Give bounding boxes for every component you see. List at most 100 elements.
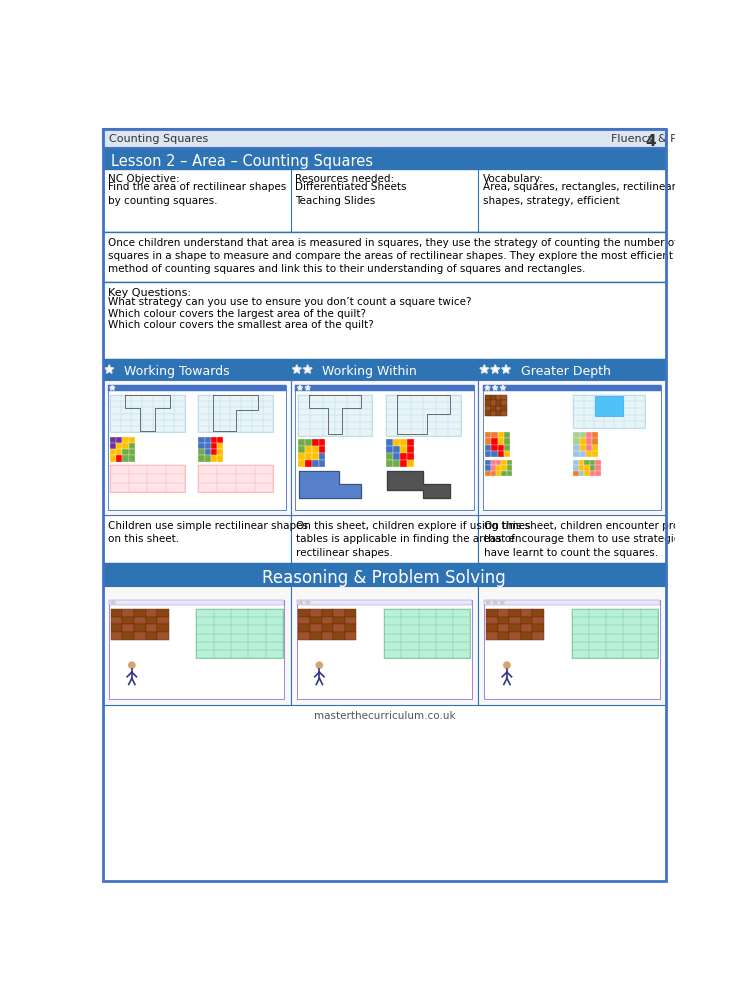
Bar [290,515,478,563]
Bar [298,446,304,453]
Bar [532,609,544,617]
Bar [310,632,322,640]
Bar [304,439,311,446]
Bar [485,406,490,411]
Bar [532,624,544,632]
Bar [322,617,333,624]
Bar [509,624,520,632]
Bar [211,455,217,462]
Bar [491,432,497,438]
Bar [592,445,598,451]
Bar [595,396,623,416]
Bar [590,471,596,476]
Bar [146,624,158,632]
Bar [103,169,666,232]
Bar [584,465,590,471]
Bar [386,460,393,467]
Bar [116,455,122,462]
Bar [158,632,169,640]
Bar [574,432,580,438]
Bar [490,406,496,411]
Polygon shape [484,385,490,390]
Bar [592,432,598,438]
Bar [485,432,491,438]
Text: masterthecurriculum.co.uk: masterthecurriculum.co.uk [314,711,455,721]
Bar [592,451,598,457]
Bar [491,438,497,445]
Bar [572,609,658,658]
Bar [134,609,146,617]
Text: On this sheet, children encounter problems
that encourage them to use strategies: On this sheet, children encounter proble… [484,521,712,558]
Bar [574,460,579,465]
Bar [497,432,504,438]
Bar [298,624,310,632]
Bar [490,460,496,465]
Text: Working Towards: Working Towards [124,365,230,378]
Polygon shape [493,600,497,604]
Bar [311,446,319,453]
Bar [333,624,345,632]
Bar [122,437,129,443]
Text: What strategy can you use to ensure you don’t count a square twice?: What strategy can you use to ensure you … [108,297,471,307]
Text: Key Questions:: Key Questions: [108,288,190,298]
Bar [110,455,116,462]
Bar [196,609,283,658]
Bar [520,632,532,640]
Bar [158,617,169,624]
Bar [586,451,592,457]
Text: Counting Squares: Counting Squares [110,134,209,144]
Bar [110,437,116,443]
Text: Vocabulary:: Vocabulary: [483,174,544,184]
Bar [386,453,393,460]
Bar [484,600,659,699]
Bar [485,465,490,471]
Bar [574,465,579,471]
Bar [322,624,333,632]
Bar [393,460,400,467]
Bar [386,395,460,436]
Bar [129,455,135,462]
Bar [116,437,122,443]
Bar [122,449,129,455]
Bar [579,460,584,465]
Bar [496,471,502,476]
Bar [290,359,478,380]
Bar [496,395,502,400]
Circle shape [128,661,136,669]
Bar [103,232,666,282]
Bar [111,624,122,632]
Bar [146,617,158,624]
Bar [532,617,544,624]
Bar [298,460,304,467]
Bar [497,438,504,445]
Bar [205,437,211,443]
Polygon shape [297,385,302,390]
Bar [111,632,122,640]
Text: Lesson 2 – Area – Counting Squares: Lesson 2 – Area – Counting Squares [111,154,373,169]
Bar [586,432,592,438]
Bar [116,443,122,449]
Bar [574,438,580,445]
Bar [574,445,580,451]
Bar [580,445,586,451]
Bar [146,609,158,617]
Bar [158,609,169,617]
Bar [333,617,345,624]
Bar [393,439,400,446]
Bar [108,385,286,510]
Polygon shape [105,365,114,373]
Bar [298,439,304,446]
Bar [198,455,205,462]
Bar [345,624,356,632]
Bar [520,609,532,617]
Bar [217,449,223,455]
Bar [297,600,472,699]
Bar [520,624,532,632]
Bar [490,395,496,400]
Polygon shape [299,471,362,498]
Text: Differentiated Sheets
Teaching Slides: Differentiated Sheets Teaching Slides [296,182,406,206]
Polygon shape [490,365,500,373]
Bar [400,446,406,453]
Bar [310,624,322,632]
Bar [484,600,659,605]
